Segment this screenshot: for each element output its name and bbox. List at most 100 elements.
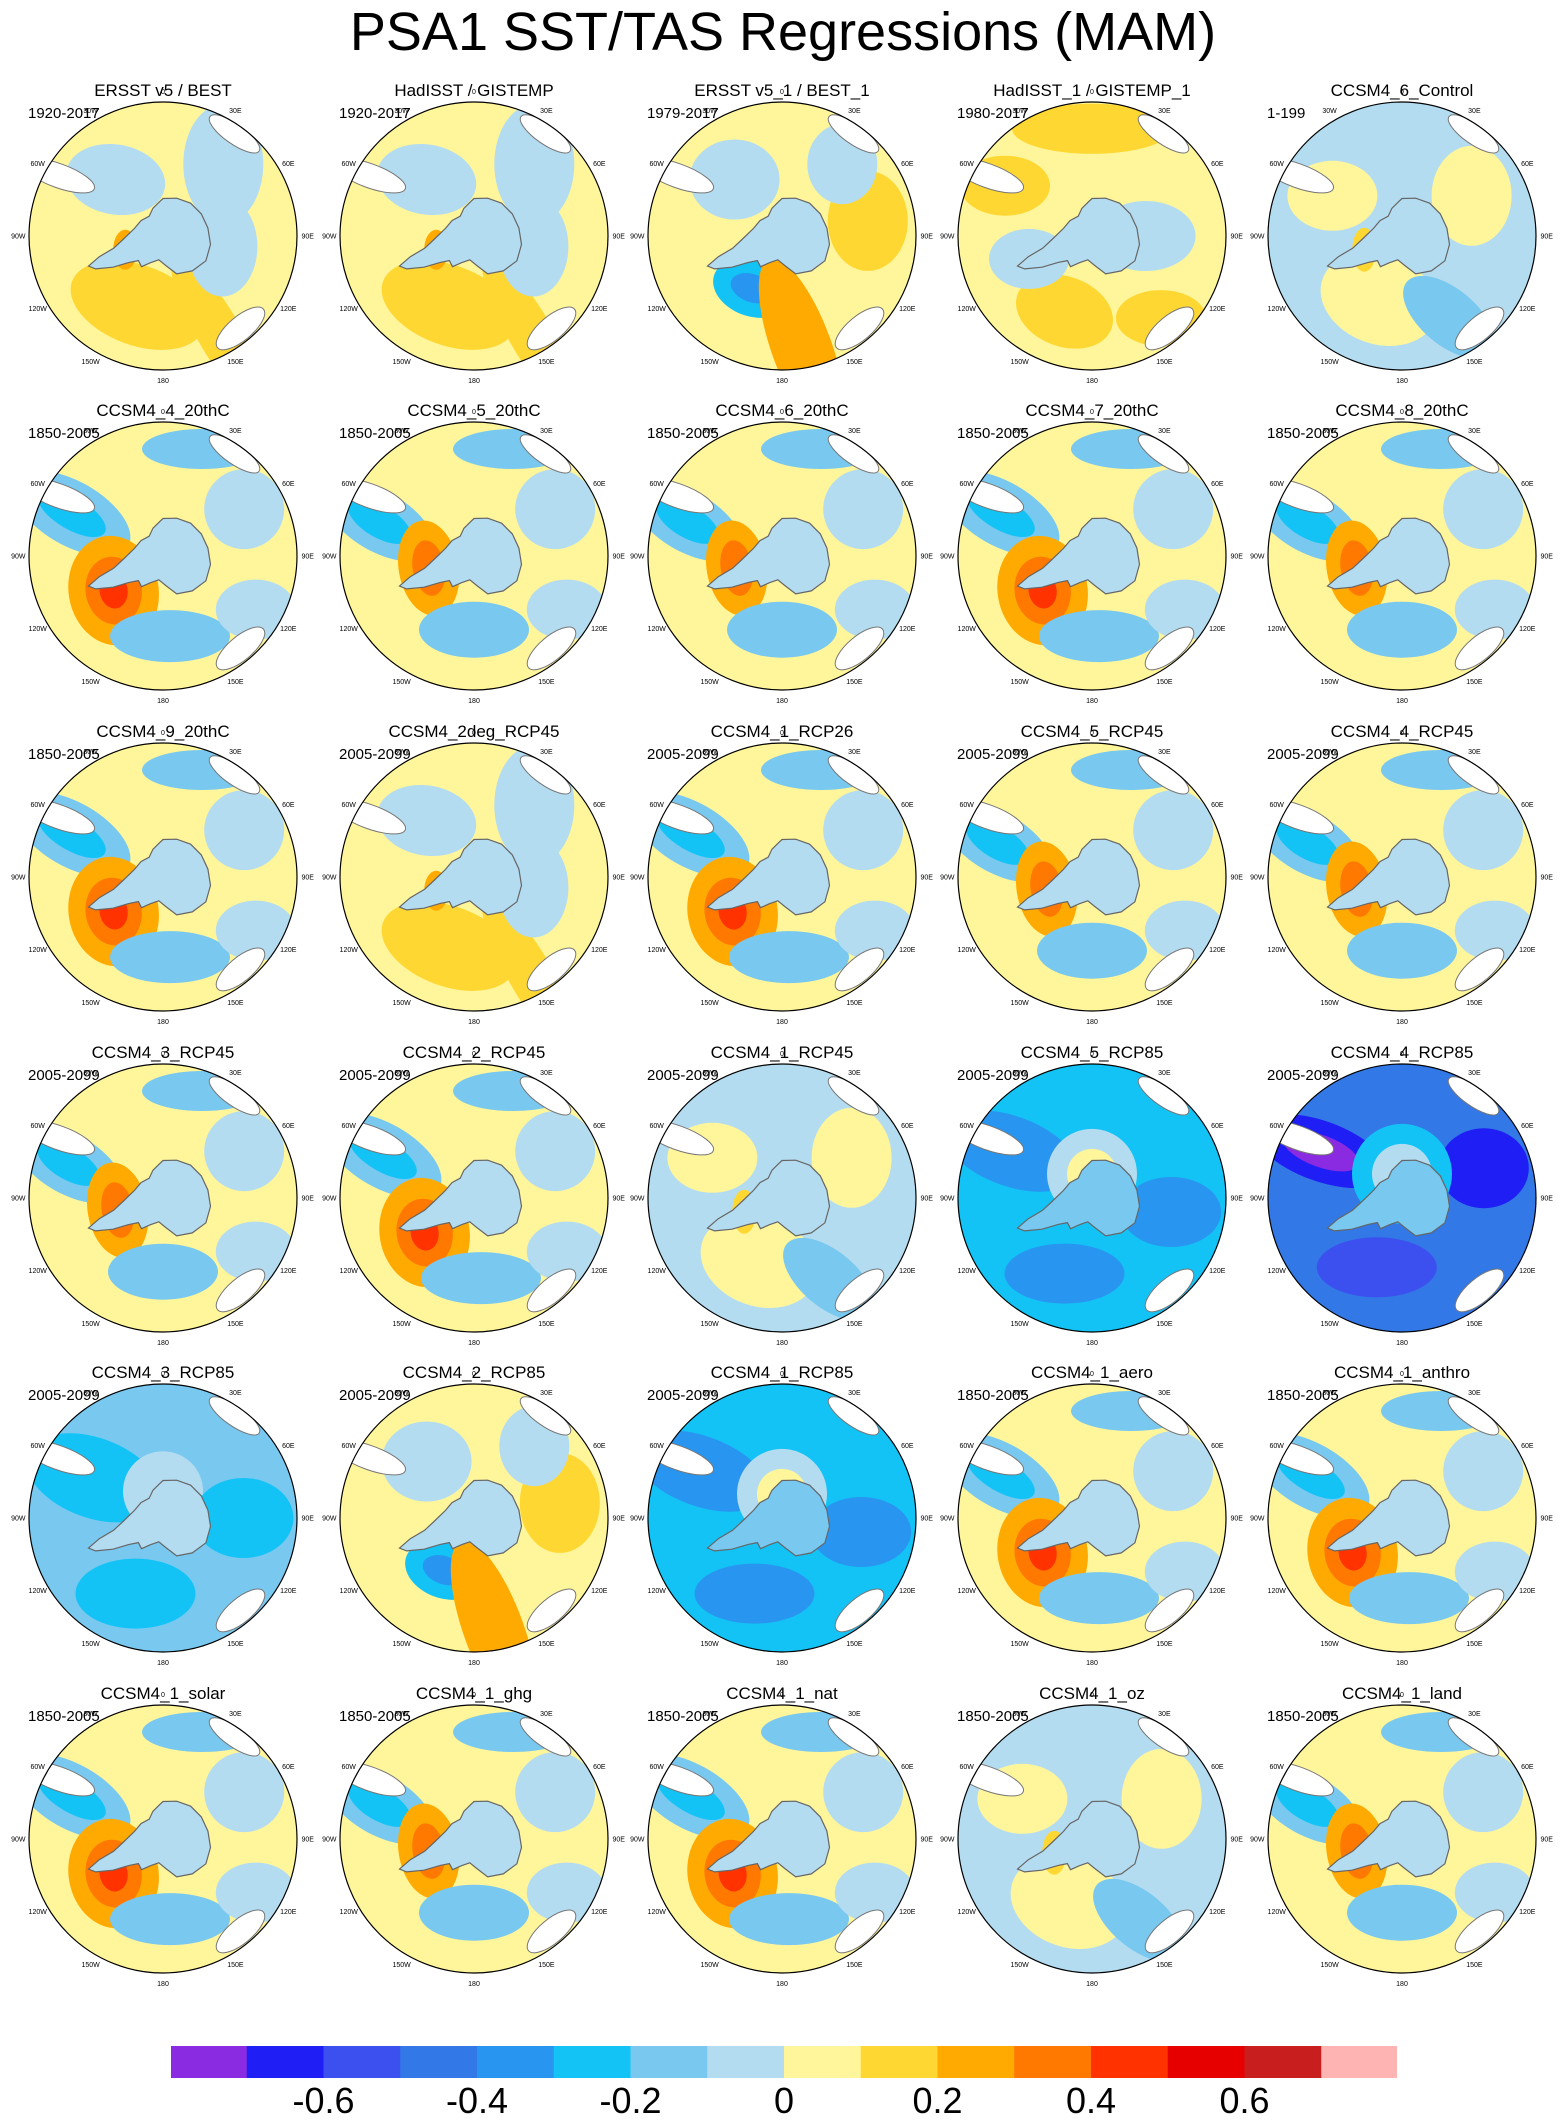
longitude-label: 150E	[1466, 1000, 1483, 1007]
anomaly-region	[758, 258, 845, 370]
longitude-label: 30W	[83, 1390, 98, 1397]
colorbar-swatch	[553, 2045, 631, 2079]
longitude-label: 150E	[1156, 359, 1173, 366]
longitude-label: 30E	[229, 428, 242, 435]
longitude-label: 30W	[1012, 428, 1027, 435]
map-boundary	[1267, 101, 1537, 371]
longitude-label: 30W	[394, 749, 409, 756]
polar-map: 0 30E 60E 90E 120E 150E 180 150W 120W 90W 60W 30W	[1250, 730, 1553, 1026]
longitude-label: 60W	[1269, 481, 1284, 488]
longitude-label: 0	[161, 1692, 165, 1699]
longitude-label: 150E	[538, 1000, 555, 1007]
antarctica-coastline	[87, 1800, 212, 1878]
anomaly-region	[1121, 1748, 1202, 1849]
longitude-label: 30W	[1012, 1070, 1027, 1077]
polar-map: 0 30E 60E 90E 120E 150E 180 150W 120W 90W 60W 30W	[630, 89, 933, 385]
polar-map: 0 30E 60E 90E 120E 150E 180 150W 120W 90W 60W 30W	[940, 1051, 1243, 1347]
longitude-label: 60E	[593, 161, 606, 168]
longitude-label: 30E	[1468, 1711, 1481, 1718]
panel-title: CCSM4_1_oz	[1039, 1684, 1145, 1703]
longitude-label: 90E	[1230, 554, 1243, 561]
panel-period: 2005-2099	[339, 746, 411, 763]
anomaly-region	[727, 601, 837, 658]
longitude-label: 180	[1086, 698, 1098, 705]
longitude-label: 90W	[940, 1837, 955, 1844]
panel-period: 1850-2005	[1267, 1387, 1339, 1404]
colorbar-swatch	[323, 2045, 401, 2079]
anomaly-region	[526, 1862, 607, 1923]
map-boundary	[339, 1063, 609, 1333]
anomaly-region	[1144, 1541, 1225, 1602]
longitude-label: 120E	[280, 1909, 297, 1916]
anomaly-region	[1276, 820, 1339, 865]
longitude-label: 30W	[1012, 749, 1027, 756]
longitude-label: 30W	[702, 428, 717, 435]
longitude-label: 0	[1400, 1051, 1404, 1058]
longitude-label: 180	[776, 698, 788, 705]
longitude-label: 90W	[1250, 234, 1265, 241]
longitude-label: 150W	[1320, 1000, 1339, 1007]
longitude-label: 0	[1400, 730, 1404, 737]
longitude-label: 90W	[322, 1516, 337, 1523]
longitude-label: 180	[157, 378, 169, 385]
longitude-label: 90E	[612, 234, 625, 241]
longitude-label: 150W	[392, 1962, 411, 1969]
longitude-label: 30E	[540, 108, 553, 115]
map-boundary	[28, 742, 298, 1012]
longitude-label: 30E	[1158, 1711, 1171, 1718]
map-boundary	[957, 1063, 1227, 1333]
antarctica-coastline	[706, 1479, 831, 1557]
longitude-label: 60W	[649, 802, 664, 809]
panel-title: CCSM4_1_aero	[1031, 1363, 1153, 1382]
antarctica-coastline	[87, 1159, 212, 1237]
antarctica-coastline	[706, 1800, 831, 1878]
longitude-label: 60W	[30, 1123, 45, 1130]
longitude-label: 60E	[901, 481, 914, 488]
longitude-label: 150W	[1010, 1641, 1029, 1648]
longitude-label: 150W	[700, 1962, 719, 1969]
longitude-label: 180	[1086, 1981, 1098, 1988]
anomaly-region	[1347, 601, 1457, 658]
longitude-label: 150W	[392, 1000, 411, 1007]
longitude-label: 30E	[229, 1390, 242, 1397]
longitude-label: 90E	[1230, 875, 1243, 882]
anomaly-region	[1276, 499, 1339, 544]
longitude-label: 30E	[1468, 428, 1481, 435]
longitude-label: 60W	[341, 802, 356, 809]
longitude-label: 150W	[392, 359, 411, 366]
longitude-label: 120E	[899, 626, 916, 633]
continent-landmass	[1454, 626, 1505, 671]
polar-map: 0 30E 60E 90E 120E 150E 180 150W 120W 90W 60W 30W	[322, 1051, 625, 1347]
anomaly-region	[348, 499, 411, 544]
colorbar	[170, 2045, 1399, 2079]
longitude-label: 60E	[1211, 1764, 1224, 1771]
map-boundary	[647, 1063, 917, 1333]
anomaly-region	[108, 1243, 218, 1300]
anomaly-region	[65, 143, 166, 216]
colorbar-swatch	[1091, 2045, 1169, 2079]
longitude-label: 120E	[1519, 947, 1536, 954]
longitude-label: 120W	[340, 626, 359, 633]
longitude-label: 0	[161, 89, 165, 96]
polar-map: 0 30E 60E 90E 120E 150E 180 150W 120W 90W 60W 30W	[322, 409, 625, 705]
longitude-label: 60W	[30, 802, 45, 809]
panel-title: CCSM4_1_land	[1341, 1684, 1462, 1703]
longitude-label: 150E	[1466, 679, 1483, 686]
longitude-label: 30E	[1468, 1390, 1481, 1397]
panel-period: 2005-2099	[647, 746, 719, 763]
panel-title: CCSM4_5_RCP85	[1020, 1043, 1164, 1062]
panel-period: 1-199	[1267, 105, 1306, 122]
longitude-label: 60W	[30, 161, 45, 168]
anomaly-region	[1039, 610, 1159, 663]
longitude-label: 90W	[940, 554, 955, 561]
panel-period: 1850-2005	[28, 1708, 100, 1725]
anomaly-region	[193, 1478, 294, 1558]
polar-map: 0 30E 60E 90E 120E 150E 180 150W 120W 90W 60W 30W	[11, 730, 314, 1026]
anomaly-region	[1016, 274, 1113, 349]
longitude-label: 120E	[899, 1268, 916, 1275]
map-boundary	[647, 1383, 917, 1653]
longitude-label: 120E	[1209, 626, 1226, 633]
longitude-label: 90E	[1540, 1516, 1553, 1523]
continent-landmass	[834, 306, 885, 351]
longitude-label: 90W	[630, 1516, 645, 1523]
